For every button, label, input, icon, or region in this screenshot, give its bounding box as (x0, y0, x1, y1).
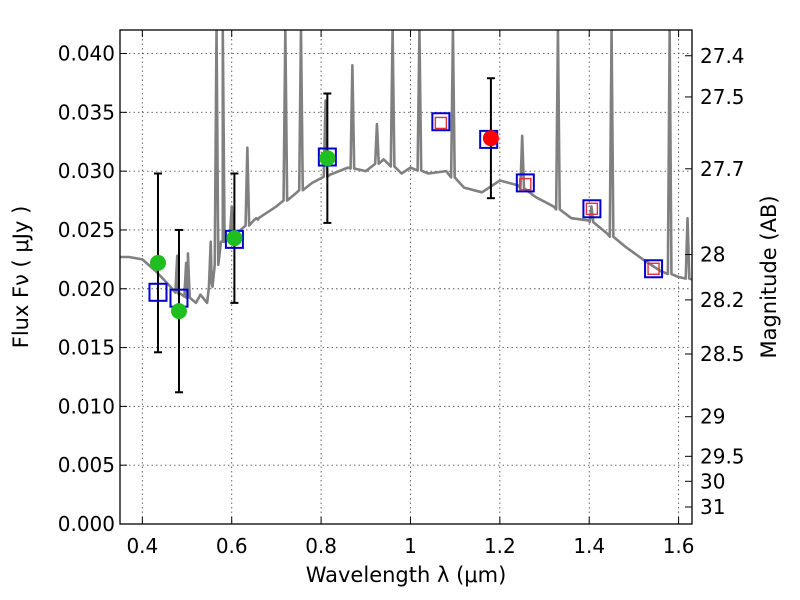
y-axis-label: Flux Fν ( μJy ) (9, 206, 33, 349)
mag-tick-label: 28 (700, 243, 725, 267)
y-tick-label: 0.010 (58, 394, 115, 418)
model-fit-square (519, 177, 532, 191)
model-photometry-square (515, 173, 535, 193)
model-photometry-square (431, 112, 451, 132)
x-tick-label: 0.6 (216, 534, 248, 558)
observed-photometry-point (149, 254, 166, 271)
x-tick-label: 1.4 (573, 534, 605, 558)
x-tick-label: 1 (404, 534, 417, 558)
model-fit-square (585, 202, 599, 215)
x-tick-label: 0.4 (126, 534, 158, 558)
y-tick-label: 0.005 (58, 453, 115, 477)
mag-tick-label: 27.4 (700, 44, 745, 68)
model-fit-square (434, 116, 448, 130)
model-fit-square (647, 262, 660, 275)
magnitude-axis-label: Magnitude (AB) (757, 195, 781, 358)
model-photometry-square (582, 199, 602, 219)
mag-tick-label: 27.7 (700, 157, 745, 181)
observed-photometry-point (226, 230, 243, 247)
x-tick-label: 1.2 (484, 534, 516, 558)
mag-tick-label: 28.2 (700, 288, 745, 312)
y-tick-label: 0.015 (58, 336, 115, 360)
spectrum-layer (120, 30, 692, 305)
mag-tick-label: 31 (700, 495, 725, 519)
x-axis-label: Wavelength λ (μm) (306, 563, 507, 587)
y-tick-label: 0.020 (58, 277, 115, 301)
grid (120, 30, 692, 525)
mag-tick-label: 29.5 (700, 444, 745, 468)
mag-tick-label: 30 (700, 469, 725, 493)
points-layer (148, 77, 664, 394)
mag-tick-label: 28.5 (700, 342, 745, 366)
plot-frame (119, 29, 693, 525)
model-photometry-square (644, 259, 664, 279)
model-photometry-square (148, 282, 168, 302)
sed-spectrum-line (120, 30, 692, 305)
ticks-layer: 0.4 0.6 0.8 1 1.2 1.4 1.6 0.000 0.005 0.010 0.015 0… (58, 30, 745, 558)
y-tick-label: 0.025 (58, 218, 115, 242)
y-tick-label: 0.040 (58, 42, 115, 66)
x-tick-label: 0.8 (305, 534, 337, 558)
observed-photometry-point (319, 150, 336, 167)
observed-photometry-point (170, 303, 187, 320)
y-tick-label: 0.030 (58, 159, 115, 183)
observed-photometry-point (482, 130, 499, 147)
y-tick-label: 0.035 (58, 100, 115, 124)
mag-tick-label: 27.5 (700, 85, 745, 109)
y-tick-label: 0.000 (58, 512, 115, 536)
mag-tick-label: 29 (700, 405, 725, 429)
x-tick-label: 1.6 (663, 534, 695, 558)
